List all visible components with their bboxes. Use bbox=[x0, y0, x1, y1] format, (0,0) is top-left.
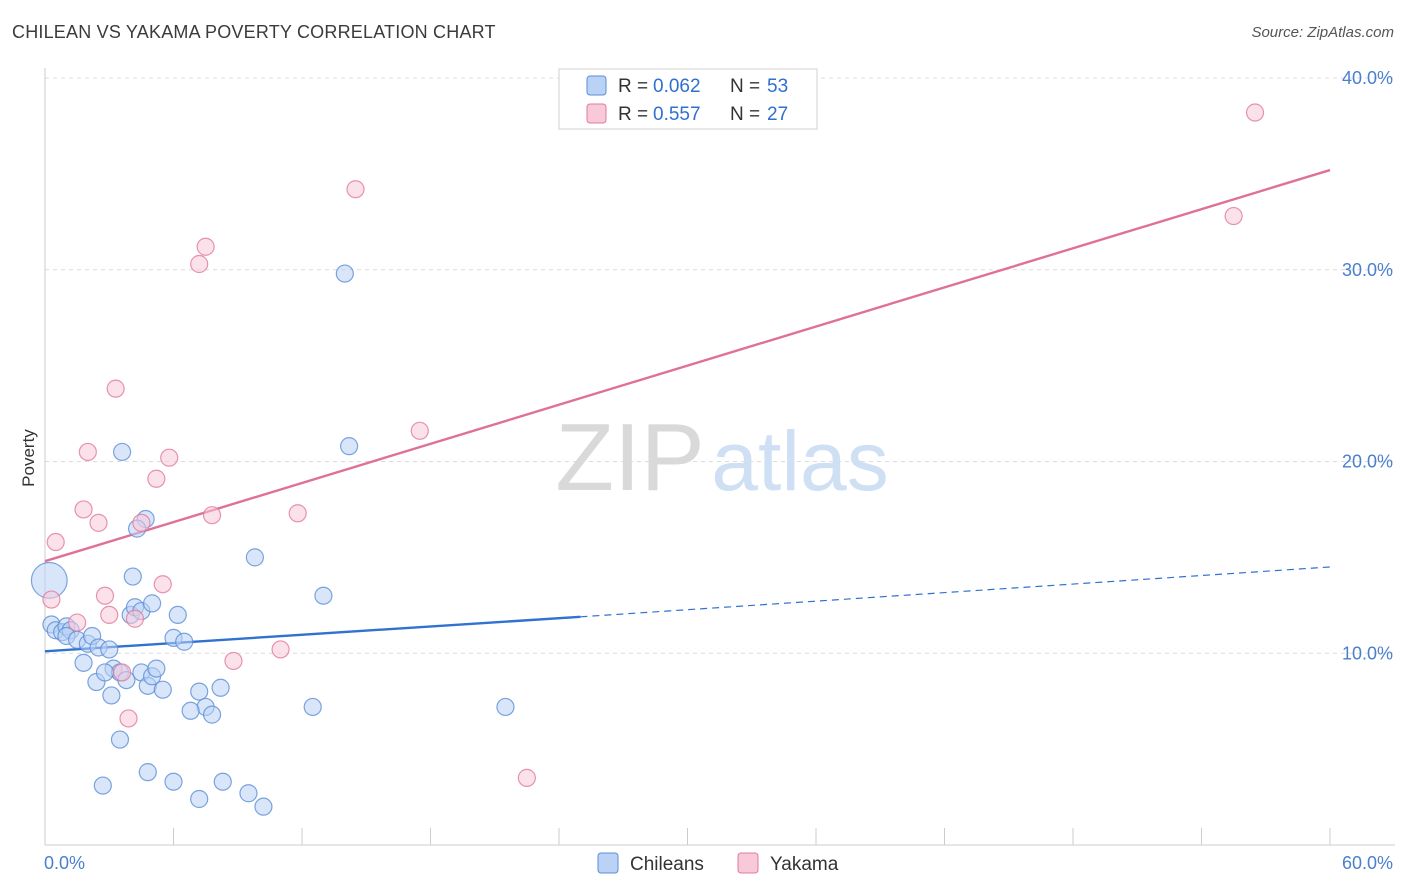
point-chileans bbox=[164, 772, 183, 791]
trend-line-extension-chileans bbox=[580, 566, 1331, 618]
point-yakama bbox=[346, 180, 365, 199]
point-chileans bbox=[303, 697, 322, 717]
stats-swatch bbox=[586, 103, 607, 124]
point-chileans bbox=[153, 680, 172, 699]
legend-swatch-chileans bbox=[597, 852, 619, 874]
point-yakama bbox=[46, 532, 65, 552]
point-chileans bbox=[496, 697, 515, 717]
point-yakama bbox=[89, 513, 108, 532]
stats-box: R = 0.062 N = 53 R = 0.557 N = 27 bbox=[558, 68, 818, 130]
point-yakama bbox=[68, 613, 87, 632]
chart-title: CHILEAN VS YAKAMA POVERTY CORRELATION CH… bbox=[12, 22, 496, 42]
point-yakama bbox=[125, 609, 145, 628]
point-chileans bbox=[147, 659, 166, 678]
y-tick-label: 10.0% bbox=[1342, 643, 1393, 663]
data-points bbox=[30, 103, 1265, 816]
point-yakama bbox=[132, 513, 151, 532]
watermark-atlas: atlas bbox=[711, 414, 888, 508]
legend-swatch-yakama bbox=[737, 852, 759, 874]
stats-n-label: N = bbox=[730, 104, 760, 125]
stats-n-value: 27 bbox=[767, 104, 788, 125]
point-yakama bbox=[271, 640, 290, 659]
point-chileans bbox=[142, 594, 162, 613]
stats-r-value: 0.062 bbox=[653, 76, 701, 97]
trend-line-yakama bbox=[44, 168, 1331, 563]
x-tick-label: 0.0% bbox=[44, 853, 85, 873]
legend: Chileans Yakama bbox=[597, 852, 839, 875]
stats-swatch bbox=[586, 75, 607, 96]
point-yakama bbox=[517, 768, 536, 787]
point-chileans bbox=[110, 730, 130, 749]
point-chileans bbox=[175, 632, 194, 651]
point-yakama bbox=[95, 586, 115, 605]
point-yakama bbox=[190, 254, 209, 274]
point-yakama bbox=[224, 651, 243, 671]
point-chileans bbox=[93, 776, 112, 795]
point-chileans bbox=[181, 701, 200, 720]
watermark-zip: ZIP bbox=[555, 404, 704, 511]
stats-r-label: R = bbox=[618, 76, 648, 97]
point-yakama bbox=[106, 379, 125, 398]
legend-label-chileans: Chileans bbox=[630, 854, 704, 875]
point-yakama bbox=[119, 709, 138, 728]
point-chileans bbox=[190, 682, 209, 701]
point-chileans bbox=[202, 705, 222, 724]
trend-lines bbox=[44, 168, 1331, 653]
point-chileans bbox=[245, 548, 264, 567]
point-yakama bbox=[202, 506, 222, 525]
point-chileans bbox=[168, 605, 187, 625]
point-chileans bbox=[314, 586, 333, 605]
point-yakama bbox=[153, 575, 172, 594]
point-chileans bbox=[112, 442, 132, 462]
axes bbox=[44, 68, 1395, 846]
stats-r-value: 0.557 bbox=[653, 104, 701, 125]
legend-label-yakama: Yakama bbox=[770, 854, 839, 875]
point-chileans bbox=[102, 686, 121, 705]
point-yakama bbox=[147, 469, 166, 488]
tick-labels: 10.0% 20.0% 30.0% 40.0% 0.0% 60.0% bbox=[44, 68, 1393, 873]
point-chileans bbox=[138, 763, 157, 782]
point-yakama bbox=[196, 237, 215, 256]
point-chileans bbox=[95, 663, 115, 682]
stats-r-label: R = bbox=[618, 104, 648, 125]
x-tick-label: 60.0% bbox=[1342, 853, 1393, 873]
point-chileans bbox=[211, 678, 230, 697]
point-chileans bbox=[340, 437, 359, 456]
point-chileans bbox=[239, 784, 258, 803]
point-yakama bbox=[74, 500, 93, 519]
point-yakama bbox=[112, 663, 132, 682]
point-yakama bbox=[42, 590, 61, 609]
point-chileans bbox=[335, 264, 354, 283]
point-chileans bbox=[100, 640, 119, 659]
point-chileans bbox=[190, 789, 209, 809]
y-tick-label: 20.0% bbox=[1342, 452, 1393, 472]
point-yakama bbox=[288, 504, 307, 523]
y-axis-label: Poverty bbox=[19, 429, 38, 487]
grid-lines bbox=[45, 77, 1395, 654]
y-tick-label: 30.0% bbox=[1342, 260, 1393, 280]
point-yakama bbox=[160, 448, 179, 467]
point-yakama bbox=[1245, 103, 1265, 122]
point-chileans bbox=[254, 797, 273, 816]
trend-line-chileans bbox=[44, 615, 581, 653]
point-chileans bbox=[74, 653, 93, 672]
source-label: Source: ZipAtlas.com bbox=[1251, 24, 1394, 41]
point-yakama bbox=[1224, 206, 1243, 226]
watermark: ZIP atlas bbox=[555, 404, 888, 511]
point-yakama bbox=[78, 442, 97, 462]
stats-n-value: 53 bbox=[767, 76, 788, 97]
stats-n-label: N = bbox=[730, 76, 760, 97]
point-yakama bbox=[100, 605, 119, 625]
point-yakama bbox=[410, 421, 429, 440]
y-tick-label: 40.0% bbox=[1342, 68, 1393, 88]
point-chileans bbox=[123, 567, 142, 586]
point-chileans bbox=[213, 772, 232, 791]
